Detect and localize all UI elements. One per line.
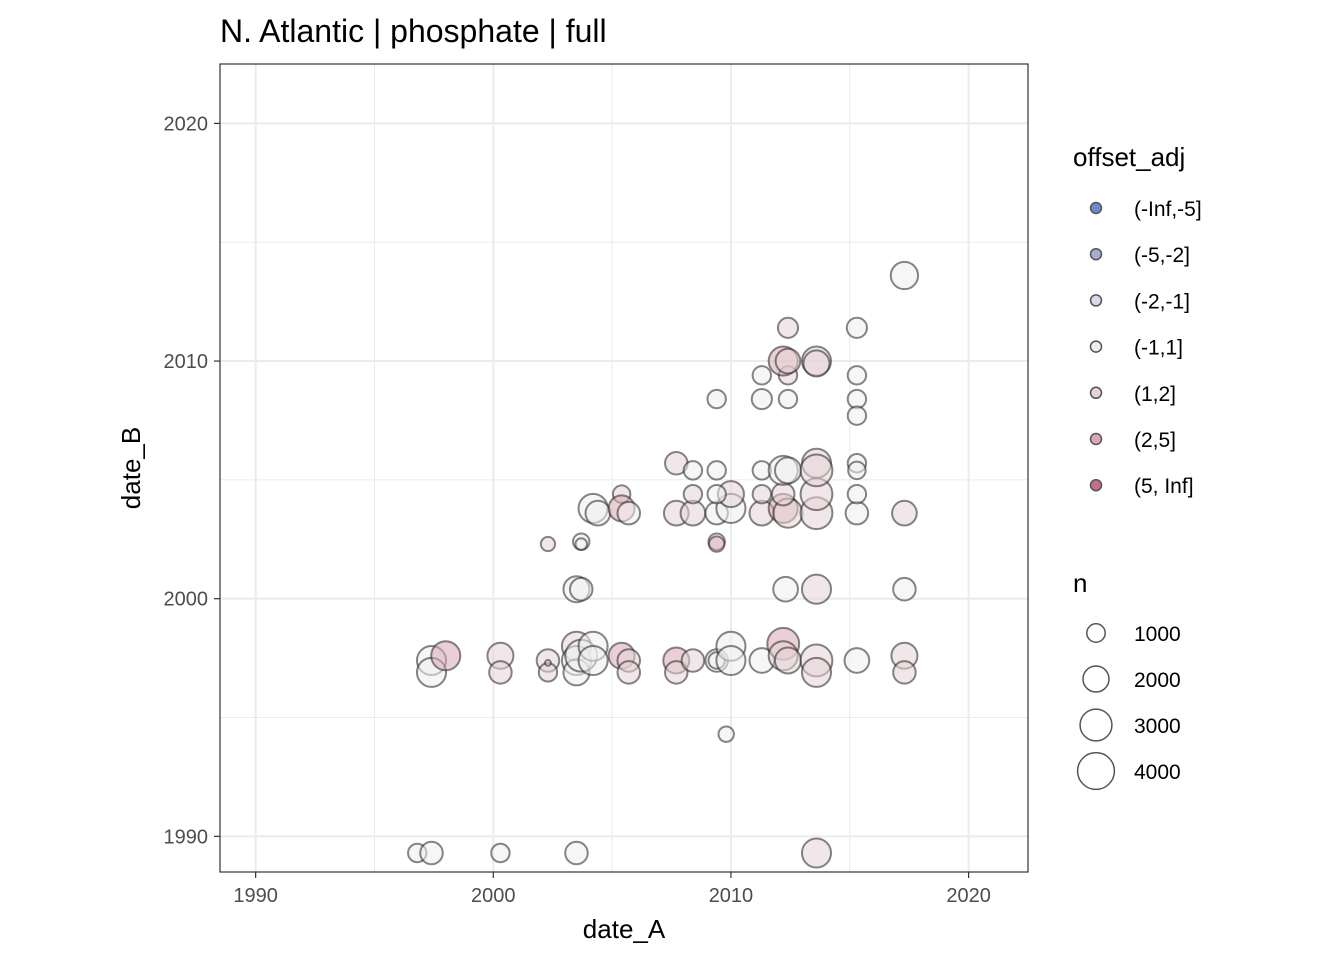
size-legend-key [1086,623,1106,643]
legend-key [1089,386,1103,400]
grid [220,64,1028,872]
data-point [800,573,833,605]
data-point [682,460,704,481]
size-legend-title: n [1073,568,1087,598]
data-point [750,388,773,411]
data-point [846,365,868,386]
data-point [564,840,589,866]
data-point [847,460,867,481]
data-point [490,842,511,864]
y-tick-label: 1990 [164,826,209,848]
data-point [568,576,594,602]
y-tick-label: 2000 [164,589,209,611]
data-point [616,500,642,526]
data-point [892,660,917,685]
data-point [706,460,727,481]
data-point [777,388,799,410]
data-point [717,725,735,743]
data-point [843,647,871,674]
data-point [680,648,706,673]
data-point [845,316,868,339]
y-axis: 1990 2000 2010 2020 [164,113,220,848]
data-point [430,640,462,672]
data-point [682,483,704,505]
data-point [776,316,800,339]
x-tick-label: 1990 [233,885,278,907]
data-point [715,644,747,677]
data-point [773,646,802,675]
x-tick-label: 2000 [471,885,516,907]
legend-label: (-5,-2] [1134,244,1190,267]
data-point [419,840,444,866]
size-legend-label: 1000 [1134,623,1181,646]
data-point [846,405,868,426]
data-point [751,365,773,386]
x-tick-label: 2020 [946,885,991,907]
size-legend-key [1076,751,1116,791]
data-point [844,500,870,526]
data-point [706,483,727,505]
data-point [751,483,773,505]
plot-border [219,63,1029,873]
legend-label: (5, Inf] [1134,475,1194,498]
x-tick-label: 2010 [709,885,754,907]
legend-label: (-1,1] [1134,337,1183,360]
legend-label: (2,5] [1134,429,1176,452]
legend-key [1089,201,1103,215]
size-legend-label: 2000 [1134,669,1181,692]
data-point [892,576,917,602]
y-axis-label: date_B [116,427,146,509]
data-point [772,575,799,603]
size-legend-label: 4000 [1134,761,1181,784]
data-point [773,456,802,485]
points-layer [407,260,920,869]
data-point [800,837,833,869]
chart-title: N. Atlantic | phosphate | full [220,13,607,49]
data-point [679,499,707,527]
legend-label: (1,2] [1134,383,1176,406]
data-point [616,660,642,685]
y-tick-label: 2020 [164,113,209,135]
data-point [802,349,831,378]
legend-label: (-2,-1] [1134,290,1190,313]
data-point [774,347,802,375]
plot-panel [220,64,1028,872]
x-axis-label: date_A [583,914,666,944]
color-legend-title: offset_adj [1073,142,1185,172]
data-point [891,499,918,527]
y-tick-label: 2010 [164,351,209,373]
data-point [539,535,557,553]
x-axis: 1990 2000 2010 2020 [233,872,991,907]
data-point [889,260,920,291]
data-point [574,537,589,551]
data-point [707,535,726,553]
data-point [770,481,796,507]
legend-key [1089,340,1103,353]
legend-key [1089,247,1103,261]
legend-key [1089,432,1103,446]
data-point [846,483,868,505]
legend-key [1089,478,1103,492]
data-point [488,660,513,685]
color-legend: offset_adj (-Inf,-5] (-5,-2] (-2,-1] (-1,1]… [1073,142,1202,498]
data-point [799,453,834,488]
data-point [706,388,727,410]
data-point [664,660,689,685]
legend-key [1089,294,1103,307]
size-legend-key [1079,708,1113,742]
data-point [800,656,833,688]
data-point [577,644,609,677]
size-legend-label: 3000 [1134,715,1181,738]
size-legend: n 1000 2000 3000 4000 [1073,568,1181,791]
size-legend-key [1082,665,1110,693]
legend-label: (-Inf,-5] [1134,198,1202,221]
data-point [584,499,612,527]
data-point [544,658,552,667]
